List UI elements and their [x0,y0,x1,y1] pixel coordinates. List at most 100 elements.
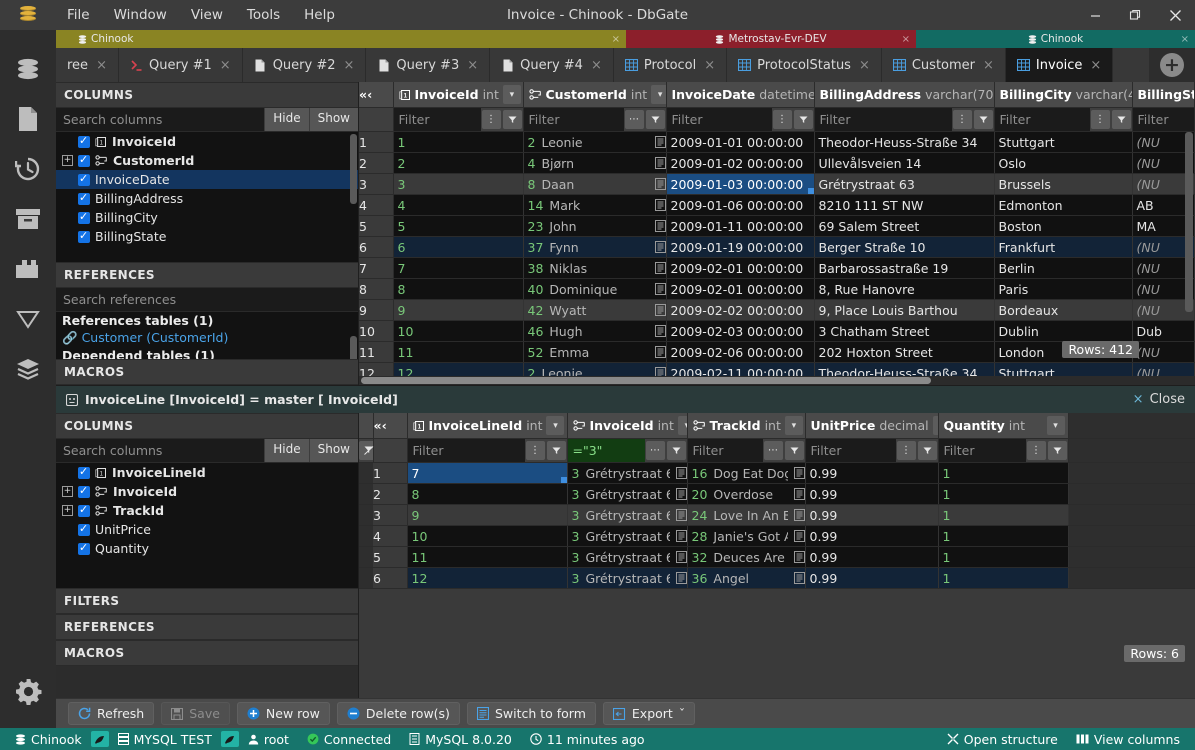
show-columns-button[interactable]: Show [308,108,358,131]
reference-link[interactable]: Customer (CustomerId) [81,330,229,345]
header-unitprice[interactable]: UnitPrice decimal ▾ [805,413,939,439]
clear-filter-button[interactable] [359,438,378,463]
chevron-down-icon[interactable]: ▾ [502,85,521,104]
header-invoiceid[interactable]: 1 InvoiceId int ▾ [393,82,524,108]
cell-trackid[interactable]: 36 Angel [688,568,804,588]
hide-columns-button[interactable]: Hide [264,108,309,131]
cell-invoicedate[interactable]: 2009-02-02 00:00:00 [670,302,804,318]
filter-input[interactable]: Filter [1132,108,1194,131]
cell-customerid[interactable]: 23 John [524,216,665,236]
cell-invoiceid[interactable]: 3 Grétrystraat 63 [568,547,686,567]
expand-record-icon[interactable] [675,509,686,521]
cell-invoiceid[interactable]: 8 [397,281,406,297]
tab-query-2[interactable]: Query #2 × [243,48,367,82]
funnel-icon[interactable] [546,441,566,460]
cell-billingstate[interactable]: (NU [1136,302,1160,318]
expand-record-icon[interactable] [675,572,686,584]
plugin-icon[interactable] [6,244,50,294]
status-connection[interactable]: MYSQL TEST [109,728,221,750]
expand-record-icon[interactable] [793,509,804,521]
master-grid-vscrollbar[interactable] [1185,132,1193,312]
collapse-columns-button[interactable]: «‹ [373,413,408,439]
cell-invoiceid[interactable]: 6 [397,239,406,255]
more-options-icon[interactable]: ⋮ [1090,110,1110,129]
cell-billingstate[interactable]: (NU [1136,344,1160,360]
filter-input[interactable]: Filter [814,108,952,131]
cell-billingcity[interactable]: Edmonton [998,197,1063,213]
tab-invoice[interactable]: Invoice × [1005,48,1114,82]
cell-quantity[interactable]: 1 [942,528,951,544]
cell-customerid[interactable]: 8 Daan [524,174,665,194]
more-options-icon[interactable]: ⋮ [772,110,792,129]
delete-rows-button[interactable]: Delete row(s) [336,702,460,725]
table-row[interactable]: 5 11 3 Grétrystraat 63 32 [359,546,1195,568]
tab-query-3[interactable]: Query #3 × [366,48,491,82]
close-icon[interactable] [1155,0,1195,30]
more-options-icon[interactable]: ⋮ [896,441,916,460]
close-icon[interactable]: × [611,33,620,45]
cell-billingcity[interactable]: Berlin [998,260,1035,276]
close-icon[interactable]: × [704,57,716,73]
table-row[interactable]: 11 11 52 Emma 2009-02-06 00:00:00 202 Ho… [359,341,1195,363]
filter-input-active[interactable]: ="3" [567,439,645,462]
more-options-icon[interactable]: ⋯ [763,441,783,460]
close-icon[interactable]: × [96,57,107,73]
close-icon[interactable]: × [219,57,231,73]
checkbox[interactable] [78,134,90,148]
expand-record-icon[interactable] [675,551,686,563]
cell-trackid[interactable]: 24 Love In An E [688,505,804,525]
column-item-quantity[interactable]: Quantity [56,539,358,558]
header-billingstate[interactable]: BillingState [1132,82,1195,108]
filter-unitprice[interactable]: Filter ⋮ [805,438,939,463]
filter-input[interactable]: Filter [938,439,1026,462]
filter-invoiceid[interactable]: Filter ⋮ [393,107,524,132]
funnel-icon[interactable] [917,441,937,460]
table-row[interactable]: 2 8 3 Grétrystraat 63 20 [359,483,1195,505]
layers-icon[interactable] [6,344,50,394]
cell-billingstate[interactable]: (NU [1136,239,1160,255]
cell-unitprice[interactable]: 0.99 [809,549,838,565]
expand-record-icon[interactable] [793,551,804,563]
cell-billingaddress[interactable]: Barbarossastraße 19 [818,260,949,276]
status-view-columns[interactable]: View columns [1067,728,1189,750]
more-options-icon[interactable]: ⋮ [1026,441,1046,460]
cell-customerid[interactable]: 38 Niklas [524,258,665,278]
header-invoiceid[interactable]: InvoiceId int ▾ [567,413,688,439]
chevron-down-icon[interactable]: ▾ [784,416,803,435]
expand-record-icon[interactable] [654,304,665,316]
table-row[interactable]: 3 9 3 Grétrystraat 63 24 [359,504,1195,526]
funnel-icon[interactable] [784,441,804,460]
filter-billingstate[interactable]: Filter [1132,107,1195,132]
cell-quantity[interactable]: 1 [942,465,951,481]
refresh-button[interactable]: Refresh [68,702,155,725]
close-detail-button[interactable]: × Close [1133,392,1185,407]
menu-file[interactable]: File [67,7,90,23]
tab-protocol[interactable]: Protocol × [614,48,728,82]
checkbox[interactable] [78,503,90,517]
cell-invoicedate[interactable]: 2009-01-11 00:00:00 [670,218,804,234]
expand-record-icon[interactable] [654,346,665,358]
menu-tools[interactable]: Tools [246,7,281,23]
more-options-icon[interactable]: ⋮ [525,441,545,460]
table-row[interactable]: 6 12 3 Grétrystraat 63 36 [359,567,1195,589]
chevron-down-icon[interactable]: ▾ [677,416,687,435]
cell-billingstate[interactable]: (NU [1136,176,1160,192]
expand-record-icon[interactable] [654,262,665,274]
cell-invoiceid[interactable]: 5 [397,218,406,234]
table-row[interactable]: 8 8 40 Dominique 2009-02-01 00:00:00 8, … [359,278,1195,300]
column-item-invoicelineid[interactable]: 1 InvoiceLineId [56,463,358,482]
cell-invoiceid[interactable]: 3 Grétrystraat 63 [568,526,686,546]
header-billingcity[interactable]: BillingCity varchar(40) ▾ [994,82,1133,108]
status-database[interactable]: Chinook [6,728,91,750]
collapse-columns-button[interactable]: «‹ [359,82,394,108]
database-icon[interactable] [6,44,50,94]
cell-invoiceid[interactable]: 3 Grétrystraat 63 [568,505,686,525]
close-icon[interactable]: × [343,57,355,73]
expand-record-icon[interactable] [675,530,686,542]
cell-billingcity[interactable]: Boston [998,218,1042,234]
cell-invoiceid[interactable]: 11 [397,344,414,360]
cell-invoiceid[interactable]: 3 [397,176,406,192]
cell-billingstate[interactable]: Dub [1136,323,1162,339]
cell-billingaddress[interactable]: 8210 111 ST NW [818,197,924,213]
maximize-icon[interactable] [1115,0,1155,30]
